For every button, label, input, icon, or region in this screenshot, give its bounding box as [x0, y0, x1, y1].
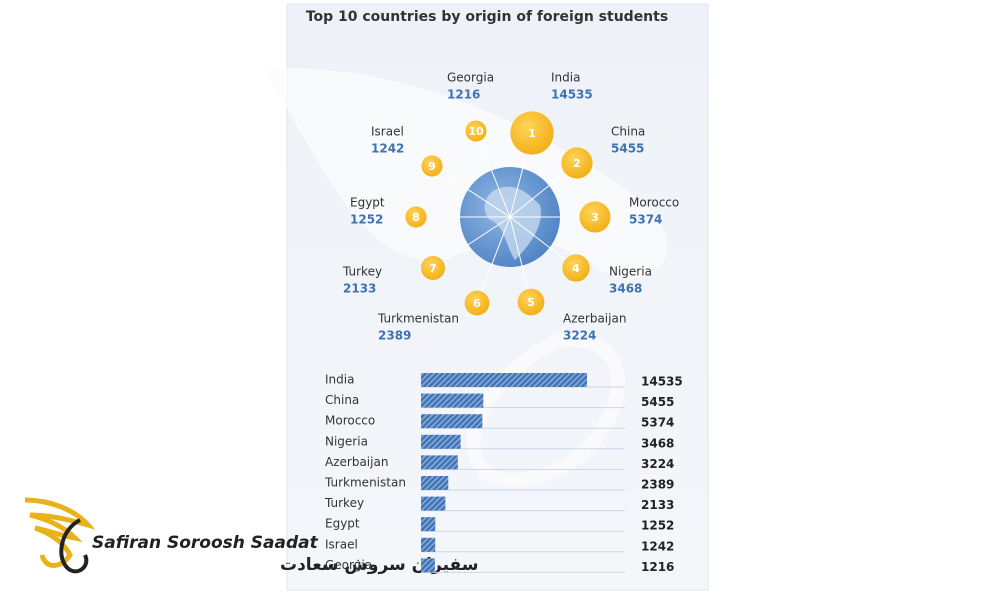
bar — [421, 476, 449, 490]
bubble-country: China — [611, 125, 645, 139]
bubble-rank: 10 — [468, 125, 484, 138]
bar — [421, 414, 483, 429]
bubble-rank: 3 — [591, 211, 599, 224]
data-label: 1216 — [641, 560, 674, 574]
bubble — [510, 111, 554, 155]
bubble-rank: 4 — [572, 262, 580, 275]
bubble — [464, 290, 490, 316]
bubble — [561, 147, 593, 179]
bubble-country: Israel — [371, 125, 404, 139]
spoke — [475, 130, 511, 218]
bubble — [421, 155, 443, 177]
swirl-decoration — [466, 332, 625, 488]
logo-wing — [24, 497, 96, 568]
bubble-rank: 7 — [429, 262, 437, 275]
bubble-country: Turkmenistan — [377, 312, 459, 326]
globe-land — [484, 186, 541, 260]
bubble-country: Azerbaijan — [563, 312, 626, 326]
bubble — [579, 201, 611, 233]
bubble-value: 2133 — [343, 282, 376, 296]
y-tick-label: Israel — [325, 537, 358, 551]
spoke — [509, 216, 577, 269]
y-tick-label: China — [325, 393, 359, 407]
y-tick-label: Morocco — [325, 414, 375, 428]
spoke — [509, 216, 532, 303]
data-label: 2133 — [641, 498, 674, 512]
bubble-country: Nigeria — [609, 265, 652, 279]
spoke — [431, 165, 511, 218]
chart-title: Top 10 countries by origin of foreign st… — [306, 9, 668, 25]
y-tick-label: Turkey — [324, 496, 364, 510]
bubble-country: India — [551, 71, 580, 85]
bubble-value: 1216 — [447, 88, 480, 102]
bar — [421, 537, 436, 552]
bubble-rank: 1 — [528, 127, 536, 140]
bubble-country: Georgia — [447, 71, 494, 85]
y-tick-label: Azerbaijan — [325, 455, 388, 469]
bubble — [405, 206, 427, 228]
bubble-value: 2389 — [378, 329, 411, 343]
logo-bird — [59, 518, 89, 574]
bubble-value: 5374 — [629, 213, 662, 227]
data-label: 2389 — [641, 478, 674, 492]
bubble-rank: 8 — [412, 211, 420, 224]
bar — [421, 455, 458, 470]
bubble — [517, 288, 545, 316]
bar — [421, 517, 436, 532]
y-tick-label: Georgia — [325, 558, 372, 572]
bubble-country: Morocco — [629, 196, 679, 210]
data-label: 14535 — [641, 375, 683, 389]
bubble-rank: 9 — [428, 160, 436, 173]
data-label: 3224 — [641, 457, 674, 471]
bubble — [562, 254, 590, 282]
data-label: 5455 — [641, 395, 674, 409]
bubble-value: 3224 — [563, 329, 596, 343]
bubble-rank: 5 — [527, 296, 535, 309]
bubble — [420, 255, 446, 281]
bubble-rank: 2 — [573, 157, 581, 170]
bubble-value: 3468 — [609, 282, 642, 296]
data-label: 1242 — [641, 539, 674, 553]
data-label: 1252 — [641, 519, 674, 533]
y-tick-label: India — [325, 373, 354, 387]
bubble-value: 5455 — [611, 142, 644, 156]
data-label: 3468 — [641, 436, 674, 450]
bubble-country: Turkey — [342, 265, 382, 279]
wing-decoration — [265, 68, 668, 280]
spoke — [476, 216, 511, 304]
bubble-rank: 6 — [473, 297, 481, 310]
bar — [421, 373, 587, 387]
y-tick-label: Nigeria — [325, 434, 368, 448]
bar — [421, 434, 461, 449]
bar — [421, 496, 446, 511]
logo-name: Safiran Soroosh Saadat — [92, 533, 319, 553]
y-tick-label: Egypt — [325, 517, 360, 531]
spoke — [432, 216, 511, 269]
bubble-value: 1252 — [350, 213, 383, 227]
bar — [421, 393, 484, 408]
bubble-value: 1242 — [371, 142, 404, 156]
bubble-value: 14535 — [551, 88, 593, 102]
data-label: 5374 — [641, 416, 674, 430]
bubble-country: Egypt — [350, 196, 385, 210]
bar — [421, 558, 435, 573]
bubble — [465, 120, 487, 142]
y-tick-label: Turkmenistan — [324, 476, 406, 490]
